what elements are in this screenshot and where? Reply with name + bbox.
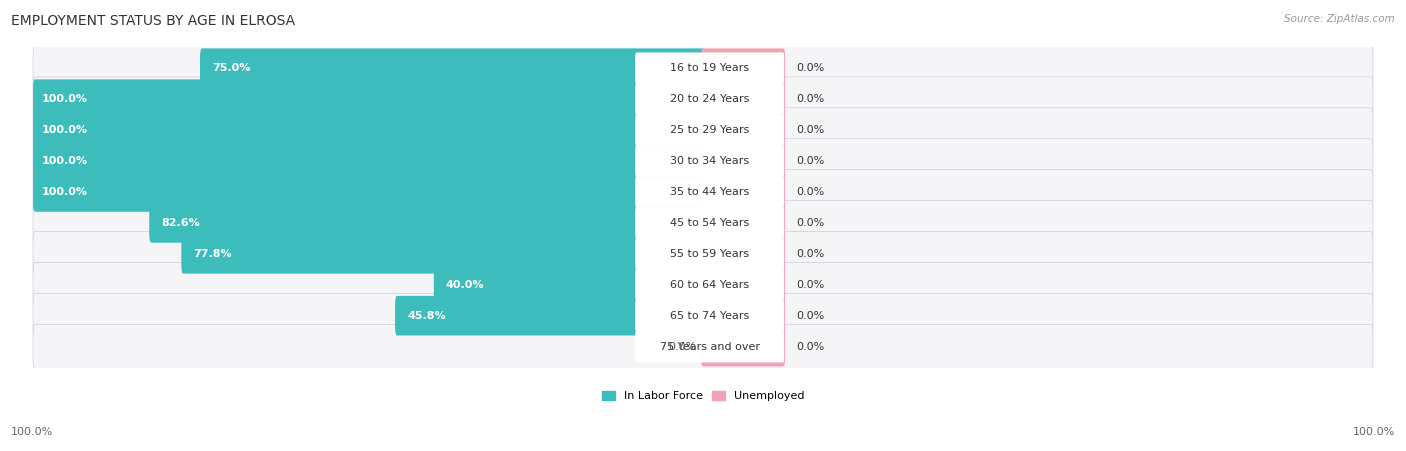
FancyBboxPatch shape — [636, 300, 785, 331]
FancyBboxPatch shape — [200, 48, 704, 88]
Text: 60 to 64 Years: 60 to 64 Years — [671, 280, 749, 290]
Text: 100.0%: 100.0% — [42, 187, 87, 197]
Text: EMPLOYMENT STATUS BY AGE IN ELROSA: EMPLOYMENT STATUS BY AGE IN ELROSA — [11, 14, 295, 28]
FancyBboxPatch shape — [636, 207, 785, 239]
FancyBboxPatch shape — [702, 234, 785, 274]
FancyBboxPatch shape — [32, 108, 1374, 152]
FancyBboxPatch shape — [395, 296, 704, 336]
Text: 100.0%: 100.0% — [1353, 428, 1395, 437]
FancyBboxPatch shape — [32, 77, 1374, 121]
Text: 82.6%: 82.6% — [162, 218, 200, 228]
FancyBboxPatch shape — [32, 231, 1374, 276]
FancyBboxPatch shape — [32, 141, 704, 181]
FancyBboxPatch shape — [702, 296, 785, 336]
Text: 75.0%: 75.0% — [212, 63, 250, 73]
Text: 55 to 59 Years: 55 to 59 Years — [671, 249, 749, 259]
Text: 45 to 54 Years: 45 to 54 Years — [671, 218, 749, 228]
Legend: In Labor Force, Unemployed: In Labor Force, Unemployed — [602, 391, 804, 401]
FancyBboxPatch shape — [32, 139, 1374, 183]
Text: 20 to 24 Years: 20 to 24 Years — [671, 94, 749, 104]
Text: 0.0%: 0.0% — [797, 342, 825, 352]
FancyBboxPatch shape — [181, 234, 704, 274]
Text: 77.8%: 77.8% — [194, 249, 232, 259]
FancyBboxPatch shape — [32, 294, 1374, 338]
FancyBboxPatch shape — [702, 203, 785, 243]
Text: 0.0%: 0.0% — [797, 125, 825, 135]
Text: 0.0%: 0.0% — [797, 218, 825, 228]
FancyBboxPatch shape — [32, 46, 1374, 91]
Text: 100.0%: 100.0% — [42, 156, 87, 166]
Text: 0.0%: 0.0% — [797, 156, 825, 166]
Text: 100.0%: 100.0% — [42, 125, 87, 135]
Text: 0.0%: 0.0% — [797, 63, 825, 73]
FancyBboxPatch shape — [32, 172, 704, 212]
Text: 40.0%: 40.0% — [446, 280, 484, 290]
FancyBboxPatch shape — [636, 176, 785, 208]
FancyBboxPatch shape — [636, 145, 785, 177]
Text: 45.8%: 45.8% — [408, 311, 446, 321]
Text: 65 to 74 Years: 65 to 74 Years — [671, 311, 749, 321]
Text: 100.0%: 100.0% — [11, 428, 53, 437]
FancyBboxPatch shape — [636, 331, 785, 363]
Text: 35 to 44 Years: 35 to 44 Years — [671, 187, 749, 197]
FancyBboxPatch shape — [636, 52, 785, 84]
FancyBboxPatch shape — [32, 79, 704, 119]
Text: 100.0%: 100.0% — [42, 94, 87, 104]
Text: 0.0%: 0.0% — [797, 187, 825, 197]
Text: 0.0%: 0.0% — [797, 94, 825, 104]
Text: 75 Years and over: 75 Years and over — [659, 342, 759, 352]
FancyBboxPatch shape — [32, 110, 704, 150]
FancyBboxPatch shape — [32, 201, 1374, 245]
FancyBboxPatch shape — [702, 110, 785, 150]
Text: 16 to 19 Years: 16 to 19 Years — [671, 63, 749, 73]
FancyBboxPatch shape — [702, 79, 785, 119]
FancyBboxPatch shape — [702, 141, 785, 181]
Text: 0.0%: 0.0% — [668, 342, 696, 352]
FancyBboxPatch shape — [636, 114, 785, 146]
Text: 0.0%: 0.0% — [797, 311, 825, 321]
FancyBboxPatch shape — [636, 238, 785, 270]
Text: Source: ZipAtlas.com: Source: ZipAtlas.com — [1284, 14, 1395, 23]
FancyBboxPatch shape — [434, 265, 704, 304]
FancyBboxPatch shape — [702, 265, 785, 304]
Text: 0.0%: 0.0% — [797, 249, 825, 259]
FancyBboxPatch shape — [702, 48, 785, 88]
FancyBboxPatch shape — [702, 327, 785, 367]
FancyBboxPatch shape — [32, 324, 1374, 369]
Text: 0.0%: 0.0% — [797, 280, 825, 290]
FancyBboxPatch shape — [32, 170, 1374, 214]
FancyBboxPatch shape — [636, 83, 785, 115]
FancyBboxPatch shape — [702, 172, 785, 212]
FancyBboxPatch shape — [32, 262, 1374, 307]
FancyBboxPatch shape — [149, 203, 704, 243]
Text: 30 to 34 Years: 30 to 34 Years — [671, 156, 749, 166]
FancyBboxPatch shape — [636, 269, 785, 300]
Text: 25 to 29 Years: 25 to 29 Years — [671, 125, 749, 135]
